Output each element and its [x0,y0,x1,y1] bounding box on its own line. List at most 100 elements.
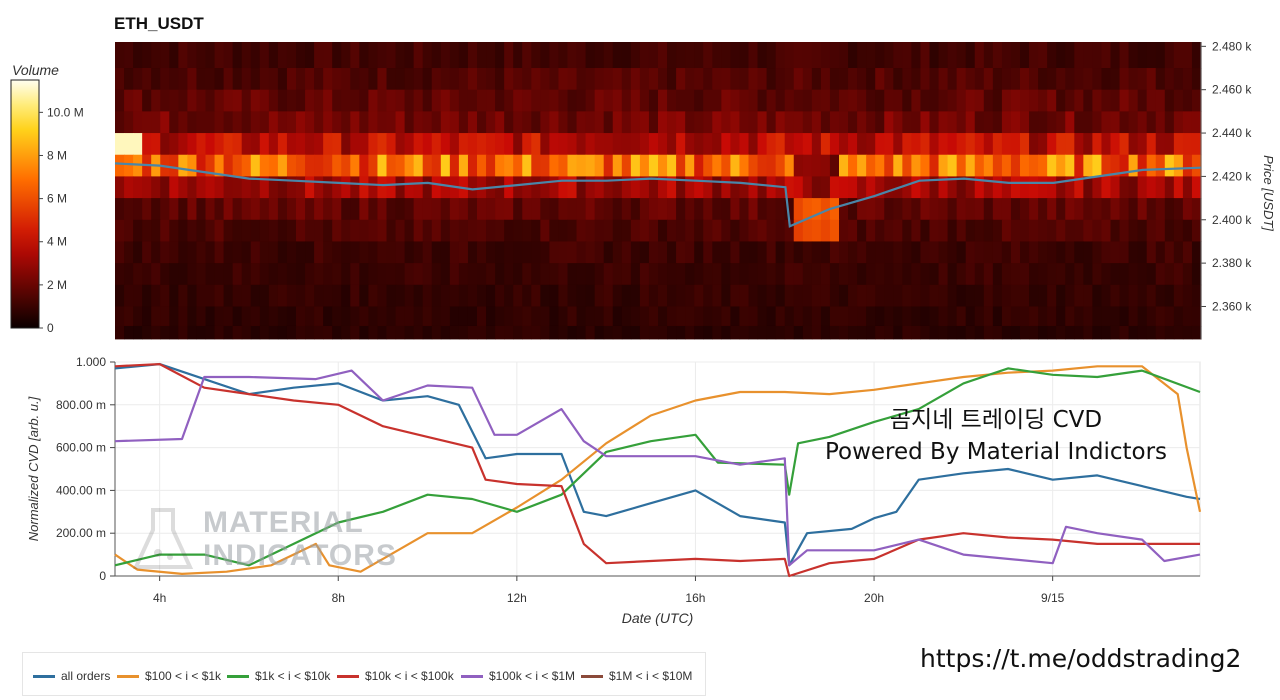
heatmap-cell [974,325,985,340]
heatmap-cell [1164,306,1175,327]
heatmap-cell [712,284,722,307]
legend-item-100-1k[interactable]: $100 < i < $1k [117,669,221,683]
heatmap-cell [350,241,360,264]
heatmap-cell [558,42,569,69]
heatmap-cell [151,111,161,134]
heatmap-cell [648,284,659,307]
heatmap-cell [965,198,976,221]
heatmap-cell [848,198,858,221]
heatmap-cell [1029,306,1039,327]
heatmap-cell [359,241,369,264]
heatmap-cell [739,133,750,156]
heatmap-cell [1074,284,1084,307]
heatmap-cell [449,111,460,134]
heatmap-cell [377,89,388,112]
heatmap-cell [748,111,759,134]
heatmap-cell [1047,284,1057,307]
heatmap-cell [151,219,161,242]
heatmap-cell [377,306,388,327]
heatmap-cell [151,42,161,69]
heatmap-cell [314,198,324,221]
heatmap-cell [486,325,496,340]
heatmap-cell [965,42,976,69]
heatmap-cell [1020,111,1030,134]
heatmap-cell [974,241,985,264]
heatmap-cell [775,263,786,286]
heatmap-cell [730,325,741,340]
heatmap-cell [477,219,487,242]
heatmap-cell [115,284,125,307]
heatmap-cell [857,154,867,177]
heatmap-cell [268,306,279,327]
heatmap-cell [431,154,442,177]
heatmap-cell [1047,325,1057,340]
heatmap-cell [395,133,406,156]
legend-label: all orders [61,669,111,683]
heatmap-cell [368,306,379,327]
heatmap-cell [820,325,831,340]
heatmap-cell [332,68,342,91]
heatmap-cell [332,133,342,156]
heatmap-cell [495,198,505,221]
heatmap-cell [1137,306,1148,327]
heatmap-cell [341,133,351,156]
heatmap-cell [296,325,306,340]
legend-item-1k-10k[interactable]: $1k < i < $10k [227,669,330,683]
heatmap-cell [630,154,641,177]
heatmap-cell [621,306,632,327]
heatmap-cell [513,325,523,340]
heatmap-cell [621,89,632,112]
heatmap-cell [648,219,659,242]
heatmap-cell [639,89,650,112]
heatmap-cell [359,68,369,91]
heatmap-cell [1001,89,1012,112]
heatmap-cell [639,42,650,69]
legend-item-10k-100k[interactable]: $10k < i < $100k [337,669,454,683]
heatmap-cell [585,198,596,221]
heatmap-cell [621,133,632,156]
heatmap-cell [884,154,894,177]
heatmap-cell [486,284,496,307]
heatmap-cell [648,111,659,134]
legend-item-1m-10m[interactable]: $1M < i < $10M [581,669,692,683]
telegram-link[interactable]: https://t.me/oddstrading2 [920,644,1242,673]
heatmap-cell [712,154,722,177]
heatmap-cell [829,89,840,112]
heatmap-cell [594,68,605,91]
legend-item-100k-1m[interactable]: $100k < i < $1M [461,669,575,683]
heatmap-cell [875,111,885,134]
heatmap-cell [214,89,225,112]
heatmap-cell [142,241,152,264]
heatmap-cell [1056,325,1066,340]
heatmap-cell [630,111,641,134]
heatmap-cell [585,241,596,264]
heatmap-cell [286,219,297,242]
heatmap-cell [467,89,478,112]
heatmap-cell [1074,42,1084,69]
heatmap-cell [286,263,297,286]
heatmap-cell [495,306,505,327]
heatmap-cell [703,263,713,286]
heatmap-cell [694,89,704,112]
heatmap-cell [323,241,333,264]
heatmap-cell [477,198,487,221]
heatmap-cell [458,241,469,264]
heatmap-cell [395,241,406,264]
legend-item-all-orders[interactable]: all orders [33,669,110,683]
heatmap-cell [712,176,722,199]
heatmap-cell [685,198,695,221]
heatmap-cell [1119,42,1130,69]
heatmap-cell [630,198,641,221]
heatmap-cell [1191,263,1202,286]
heatmap-cell [1137,42,1148,69]
heatmap-cell [965,111,976,134]
heatmap-cell [359,176,369,199]
heatmap-cell [902,133,912,156]
heatmap-cell [974,154,985,177]
heatmap-cell [205,306,216,327]
heatmap-cell [332,198,342,221]
heatmap-cell [1110,219,1121,242]
heatmap-cell [115,198,125,221]
heatmap-cell [947,154,958,177]
heatmap-cell [857,42,867,69]
